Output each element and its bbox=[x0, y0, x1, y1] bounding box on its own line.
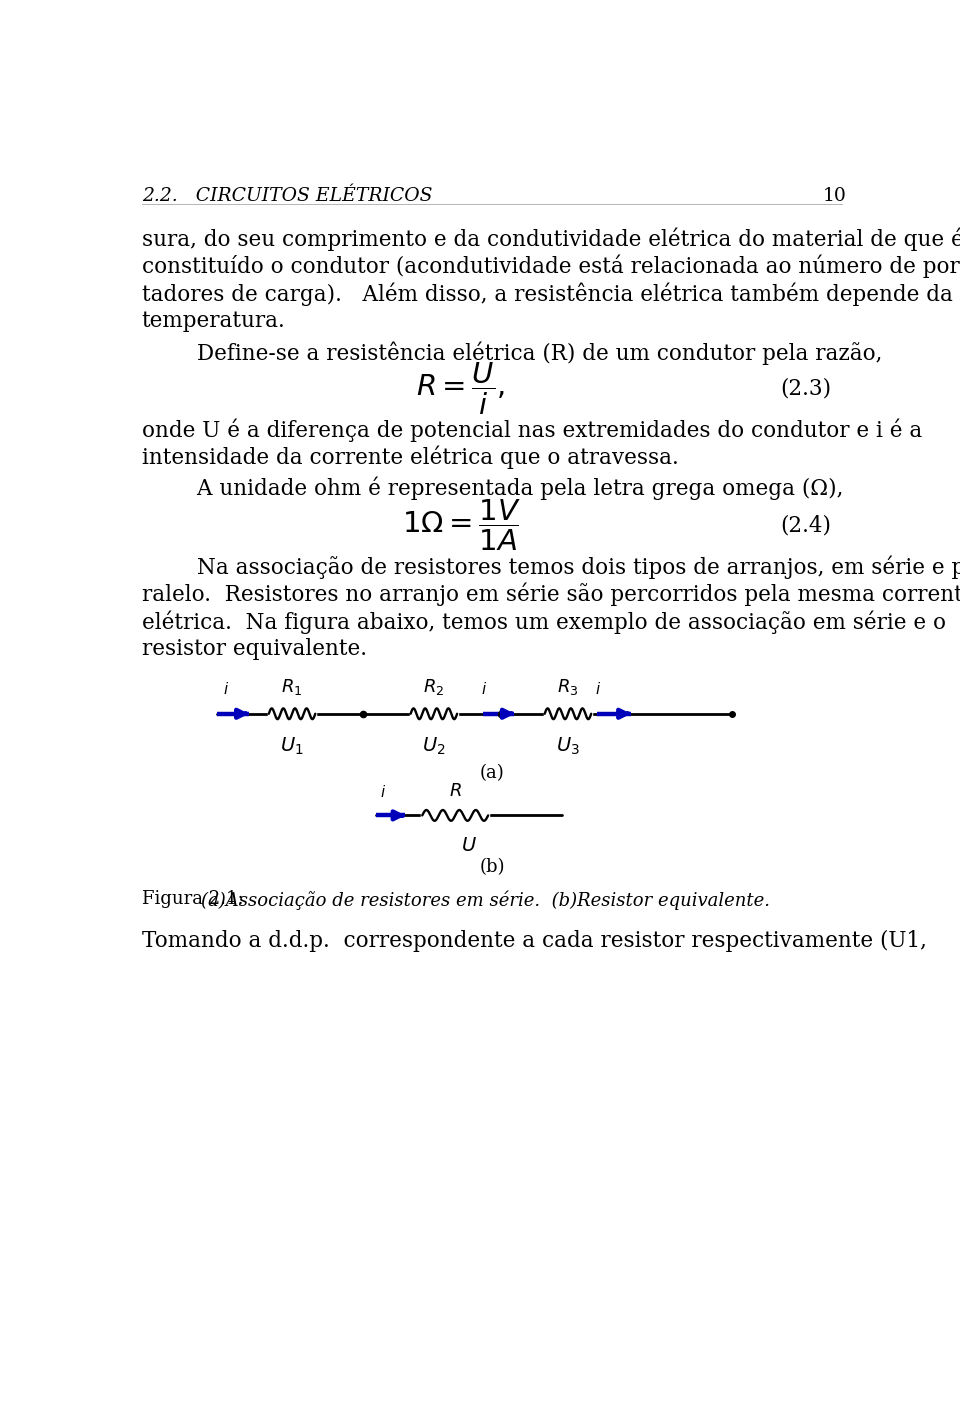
Text: $1\Omega = \dfrac{1V}{1A}$: $1\Omega = \dfrac{1V}{1A}$ bbox=[401, 499, 520, 554]
Text: $i$: $i$ bbox=[223, 681, 229, 697]
Text: 10: 10 bbox=[823, 187, 847, 205]
Text: onde U é a diferença de potencial nas extremidades do condutor e i é a: onde U é a diferença de potencial nas ex… bbox=[142, 419, 922, 441]
Text: $U_1$: $U_1$ bbox=[280, 735, 304, 757]
Text: Figura 2.1:: Figura 2.1: bbox=[142, 891, 254, 908]
Text: (2.3): (2.3) bbox=[780, 378, 831, 400]
Text: $R_3$: $R_3$ bbox=[557, 677, 579, 697]
Text: $R = \dfrac{U}{i},$: $R = \dfrac{U}{i},$ bbox=[417, 361, 506, 417]
Text: Na associação de resistores temos dois tipos de arranjos, em série e pa-: Na associação de resistores temos dois t… bbox=[142, 555, 960, 579]
Text: $i$: $i$ bbox=[379, 784, 386, 799]
Text: constituído o condutor (acondutividade está relacionada ao número de por-: constituído o condutor (acondutividade e… bbox=[142, 254, 960, 278]
Text: tadores de carga).   Além disso, a resistência elétrica também depende da: tadores de carga). Além disso, a resistê… bbox=[142, 282, 952, 306]
Text: ralelo.  Resistores no arranjo em série são percorridos pela mesma corrente: ralelo. Resistores no arranjo em série s… bbox=[142, 583, 960, 607]
Text: $U_2$: $U_2$ bbox=[422, 735, 445, 757]
Text: Define-se a resistência elétrica (R) de um condutor pela razão,: Define-se a resistência elétrica (R) de … bbox=[142, 341, 882, 364]
Text: $R_2$: $R_2$ bbox=[423, 677, 444, 697]
Text: $U_3$: $U_3$ bbox=[556, 735, 580, 757]
Text: intensidade da corrente elétrica que o atravessa.: intensidade da corrente elétrica que o a… bbox=[142, 445, 679, 469]
Text: (b): (b) bbox=[479, 857, 505, 875]
Text: (2.4): (2.4) bbox=[780, 514, 831, 537]
Text: $R$: $R$ bbox=[448, 783, 462, 799]
Text: 2.2.   CIRCUITOS ELÉTRICOS: 2.2. CIRCUITOS ELÉTRICOS bbox=[142, 187, 432, 205]
Text: Tomando a d.d.p.  correspondente a cada resistor respectivamente (U1,: Tomando a d.d.p. correspondente a cada r… bbox=[142, 930, 926, 953]
Text: elétrica.  Na figura abaixo, temos um exemplo de associação em série e o: elétrica. Na figura abaixo, temos um exe… bbox=[142, 611, 946, 634]
Text: (a): (a) bbox=[480, 764, 504, 781]
Text: A unidade ohm é representada pela letra grega omega (Ω),: A unidade ohm é representada pela letra … bbox=[142, 476, 843, 500]
Text: $i$: $i$ bbox=[481, 681, 488, 697]
Text: sura, do seu comprimento e da condutividade elétrica do material de que é: sura, do seu comprimento e da condutivid… bbox=[142, 228, 960, 250]
Text: $i$: $i$ bbox=[595, 681, 601, 697]
Text: (a)Associação de resistores em série.  (b)Resistor equivalente.: (a)Associação de resistores em série. (b… bbox=[202, 891, 770, 909]
Text: $R_1$: $R_1$ bbox=[281, 677, 302, 697]
Text: $U$: $U$ bbox=[461, 837, 477, 856]
Text: temperatura.: temperatura. bbox=[142, 311, 285, 332]
Text: resistor equivalente.: resistor equivalente. bbox=[142, 638, 367, 660]
